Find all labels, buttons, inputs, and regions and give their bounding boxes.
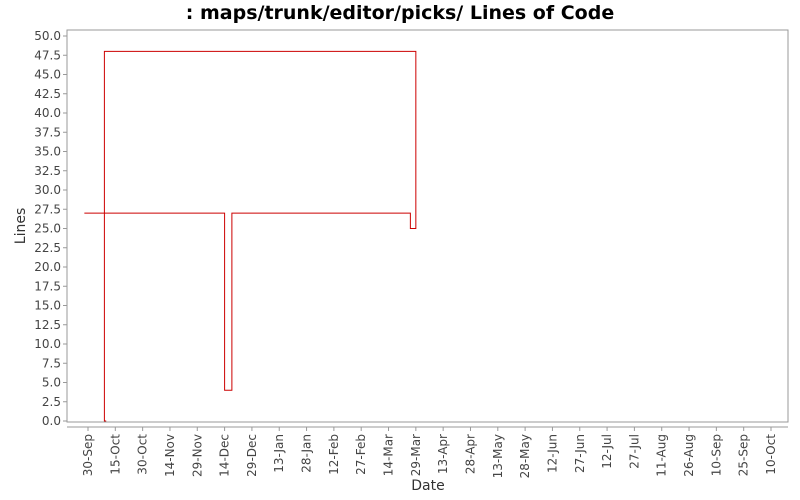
x-tick-label: 13-Apr: [436, 434, 450, 474]
x-tick-label: 14-Dec: [218, 434, 232, 477]
y-tick-label: 50.0: [34, 29, 61, 43]
y-tick-label: 25.0: [34, 222, 61, 236]
x-tick-label: 13-Jan: [272, 434, 286, 473]
y-tick-label: 47.5: [34, 48, 61, 62]
x-tick-label: 26-Aug: [682, 434, 696, 477]
y-tick-label: 7.5: [42, 356, 61, 370]
x-tick-label: 15-Oct: [108, 434, 122, 475]
y-tick-label: 42.5: [34, 87, 61, 101]
x-tick-label: 27-Jul: [627, 434, 641, 469]
y-tick-label: 5.0: [42, 376, 61, 390]
x-tick-label: 10-Oct: [764, 434, 778, 475]
y-axis-label: Lines: [13, 208, 29, 244]
x-tick-label: 27-Jun: [573, 434, 587, 473]
x-tick-label: 14-Nov: [163, 434, 177, 477]
x-axis-label: Date: [411, 478, 444, 494]
x-tick-label: 25-Sep: [737, 434, 751, 476]
y-tick-label: 27.5: [34, 202, 61, 216]
y-tick-label: 20.0: [34, 260, 61, 274]
x-axis-ticks: 30-Sep 15-Oct 30-Oct 14-Nov 29-Nov 14-Dec 29-D…: [81, 427, 778, 478]
x-tick-label: 29-Mar: [409, 434, 423, 476]
x-tick-label: 14-Mar: [382, 434, 396, 476]
y-tick-label: 45.0: [34, 68, 61, 82]
y-axis-ticks: 0.0 2.5 5.0 7.5 10.0 12.5 15.0 17.5 20.0 22.5 25.0…: [34, 29, 67, 428]
y-tick-label: 32.5: [34, 164, 61, 178]
series-line: [84, 50, 417, 422]
y-tick-label: 2.5: [42, 395, 61, 409]
chart-title: : maps/trunk/editor/picks/ Lines of Code: [185, 2, 615, 24]
y-tick-label: 10.0: [34, 337, 61, 351]
x-tick-label: 13-May: [491, 434, 505, 478]
x-tick-label: 28-May: [518, 434, 532, 478]
x-tick-label: 11-Aug: [655, 434, 669, 477]
x-tick-label: 12-Jul: [600, 434, 614, 469]
x-tick-label: 30-Sep: [81, 434, 95, 476]
y-tick-label: 37.5: [34, 125, 61, 139]
x-tick-label: 12-Feb: [327, 434, 341, 475]
x-tick-label: 12-Jun: [545, 434, 559, 473]
x-tick-label: 29-Nov: [190, 434, 204, 477]
x-tick-label: 27-Feb: [354, 434, 368, 475]
x-tick-label: 10-Sep: [709, 434, 723, 476]
y-tick-label: 40.0: [34, 106, 61, 120]
x-tick-label: 30-Oct: [136, 434, 150, 475]
y-tick-label: 17.5: [34, 279, 61, 293]
y-tick-label: 0.0: [42, 414, 61, 428]
x-tick-label: 28-Apr: [463, 434, 477, 474]
x-tick-label: 29-Dec: [245, 434, 259, 477]
y-tick-label: 35.0: [34, 145, 61, 159]
y-tick-label: 15.0: [34, 299, 61, 313]
x-tick-label: 28-Jan: [300, 434, 314, 473]
y-tick-label: 12.5: [34, 318, 61, 332]
y-tick-label: 30.0: [34, 183, 61, 197]
y-tick-label: 22.5: [34, 241, 61, 255]
plot-frame: [66, 29, 789, 423]
